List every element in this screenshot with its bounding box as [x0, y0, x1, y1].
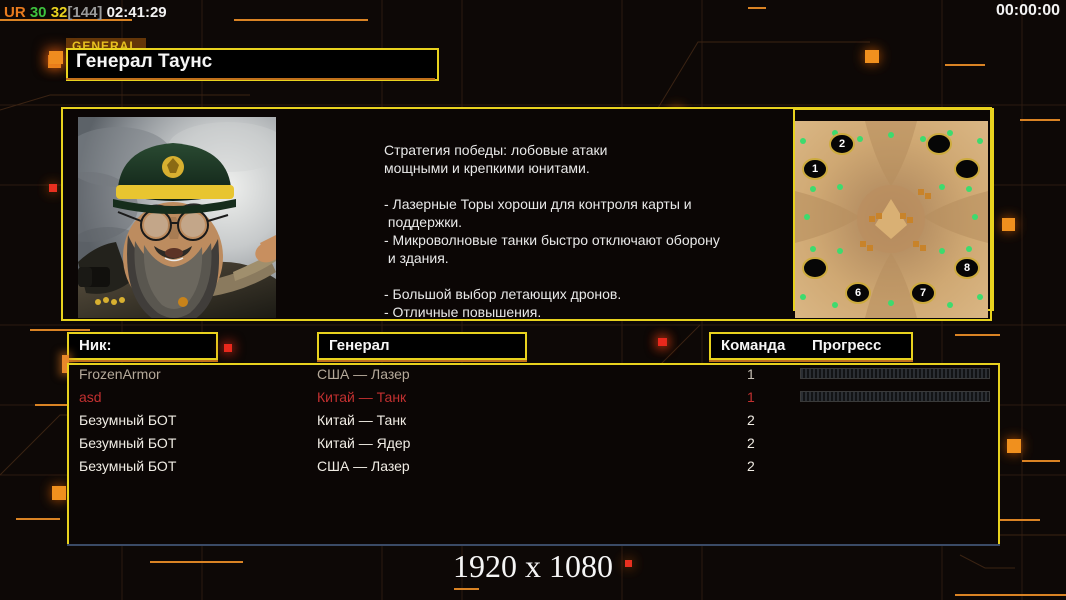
svg-text:6: 6 — [855, 287, 861, 299]
svg-text:2: 2 — [839, 138, 845, 150]
svg-text:7: 7 — [920, 287, 926, 299]
svg-text:1: 1 — [812, 163, 818, 175]
svg-text:8: 8 — [964, 262, 970, 274]
